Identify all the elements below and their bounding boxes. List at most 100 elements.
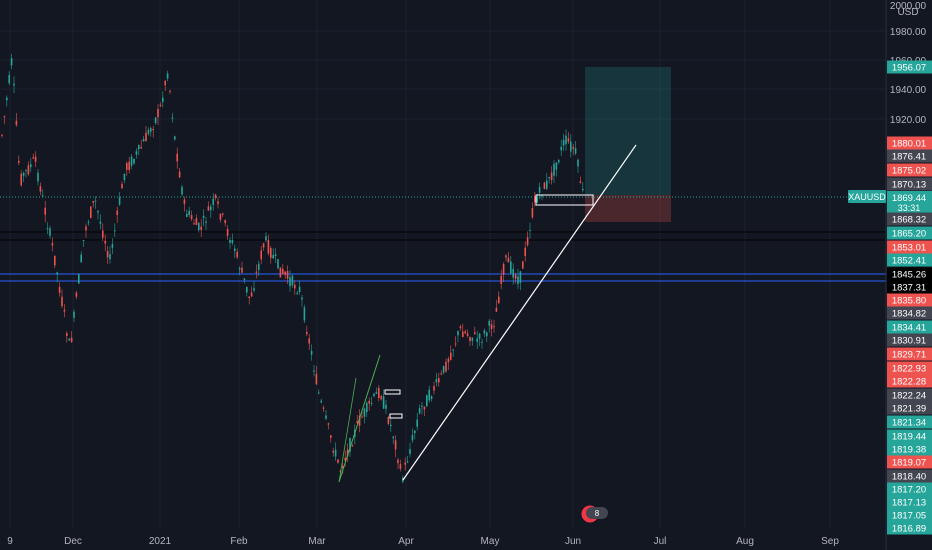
- candle-body: [452, 349, 454, 351]
- candle-body: [97, 210, 99, 213]
- current-price-value: 1869.44: [892, 193, 926, 204]
- candle-body: [198, 222, 200, 231]
- price-label-text: 1822.24: [892, 391, 926, 402]
- candle-body: [313, 370, 315, 372]
- candle-body: [332, 450, 334, 453]
- loss-zone: [585, 195, 671, 222]
- candle-body: [154, 117, 157, 124]
- price-label: 1822.28: [887, 374, 932, 388]
- candle-body: [478, 333, 481, 339]
- candle-body: [282, 268, 284, 274]
- candle-body: [320, 400, 322, 403]
- candle-body: [399, 464, 402, 469]
- candle-body: [558, 160, 560, 163]
- candle-body: [20, 173, 22, 186]
- candle-body: [238, 268, 241, 270]
- candle-body: [162, 97, 164, 102]
- candle-body: [159, 104, 162, 106]
- candle-body: [546, 180, 548, 189]
- candle-body: [562, 140, 565, 146]
- price-label-bg: [887, 455, 932, 469]
- candle-body: [205, 221, 207, 223]
- candle-body: [286, 271, 289, 279]
- price-label-text: 1834.82: [892, 309, 926, 320]
- candle-body: [246, 286, 248, 293]
- price-label-bg: [887, 306, 932, 320]
- price-label-text: 1853.01: [892, 243, 926, 254]
- price-label-text: 1835.80: [892, 296, 926, 307]
- price-label: 1830.91: [887, 333, 932, 347]
- price-label-bg: [887, 163, 932, 177]
- candle-body: [200, 226, 202, 230]
- candle-body: [363, 408, 366, 417]
- candle-body: [250, 292, 253, 297]
- price-label: 1868.32: [887, 212, 932, 226]
- x-axis: 9 Dec 2021 Feb Mar Apr May Jun Jul Aug Sep: [7, 536, 839, 547]
- price-label-text: 1822.28: [892, 377, 926, 388]
- price-label-text: 1819.38: [892, 445, 926, 456]
- candle-body: [550, 172, 553, 181]
- candle-body: [565, 135, 567, 145]
- candle-body: [428, 389, 430, 401]
- candle-body: [73, 311, 75, 318]
- price-label-text: 1875.02: [892, 166, 926, 177]
- price-label-text: 1817.20: [892, 485, 926, 496]
- drawing-tools[interactable]: [338, 144, 637, 483]
- candle-body: [330, 435, 332, 438]
- price-label: 1870.13: [887, 177, 932, 191]
- price-label: 1817.20: [887, 482, 932, 496]
- candle-body: [548, 176, 550, 179]
- candle-body: [454, 343, 457, 345]
- candle-body: [322, 407, 325, 409]
- price-label: 1819.07: [887, 455, 932, 469]
- alert-badge[interactable]: 8: [580, 504, 608, 524]
- candle-body: [315, 373, 318, 385]
- candle-body: [440, 373, 442, 375]
- candle-body: [262, 243, 265, 248]
- marker-box: [389, 413, 403, 419]
- candle-body: [212, 198, 214, 205]
- price-label-text: 1845.26: [892, 270, 926, 281]
- candle-body: [13, 83, 15, 86]
- price-label: 1834.41: [887, 320, 932, 334]
- candle-body: [109, 254, 111, 260]
- candle-body: [142, 138, 145, 142]
- candle-body: [459, 326, 462, 329]
- candle-body: [241, 267, 243, 273]
- candle-body: [397, 459, 399, 464]
- candle-body: [248, 296, 250, 299]
- candle-body: [306, 332, 308, 335]
- y-axis-tick: 1980.00: [890, 27, 927, 38]
- candlestick-series: [1, 53, 584, 484]
- price-label: 1853.01: [887, 240, 932, 254]
- candle-body: [190, 215, 193, 220]
- price-label-bg: [887, 415, 932, 429]
- candle-body: [66, 333, 68, 336]
- candle-body: [15, 120, 18, 126]
- candle-body: [524, 247, 526, 257]
- candle-body: [486, 332, 488, 337]
- candle-body: [145, 132, 147, 142]
- price-label-text: 1956.07: [892, 63, 926, 74]
- candle-body: [349, 438, 351, 452]
- candle-body: [274, 254, 277, 257]
- candle-body: [514, 274, 517, 279]
- candle-body: [505, 255, 507, 258]
- candle-body: [490, 324, 493, 330]
- candle-body: [22, 172, 25, 176]
- candle-body: [219, 213, 222, 220]
- candle-body: [135, 151, 138, 155]
- price-label-text: 1817.13: [892, 498, 926, 509]
- price-label-text: 1837.31: [892, 283, 926, 294]
- candle-body: [85, 226, 87, 231]
- candle-body: [234, 248, 236, 252]
- price-label: 1821.39: [887, 401, 932, 415]
- price-label-bg: [887, 267, 932, 281]
- candle-body: [121, 183, 123, 189]
- candle-body: [474, 332, 476, 335]
- price-label-bg: [887, 60, 932, 74]
- candle-body: [150, 128, 152, 132]
- price-label-bg: [887, 508, 932, 522]
- candle-body: [118, 197, 121, 205]
